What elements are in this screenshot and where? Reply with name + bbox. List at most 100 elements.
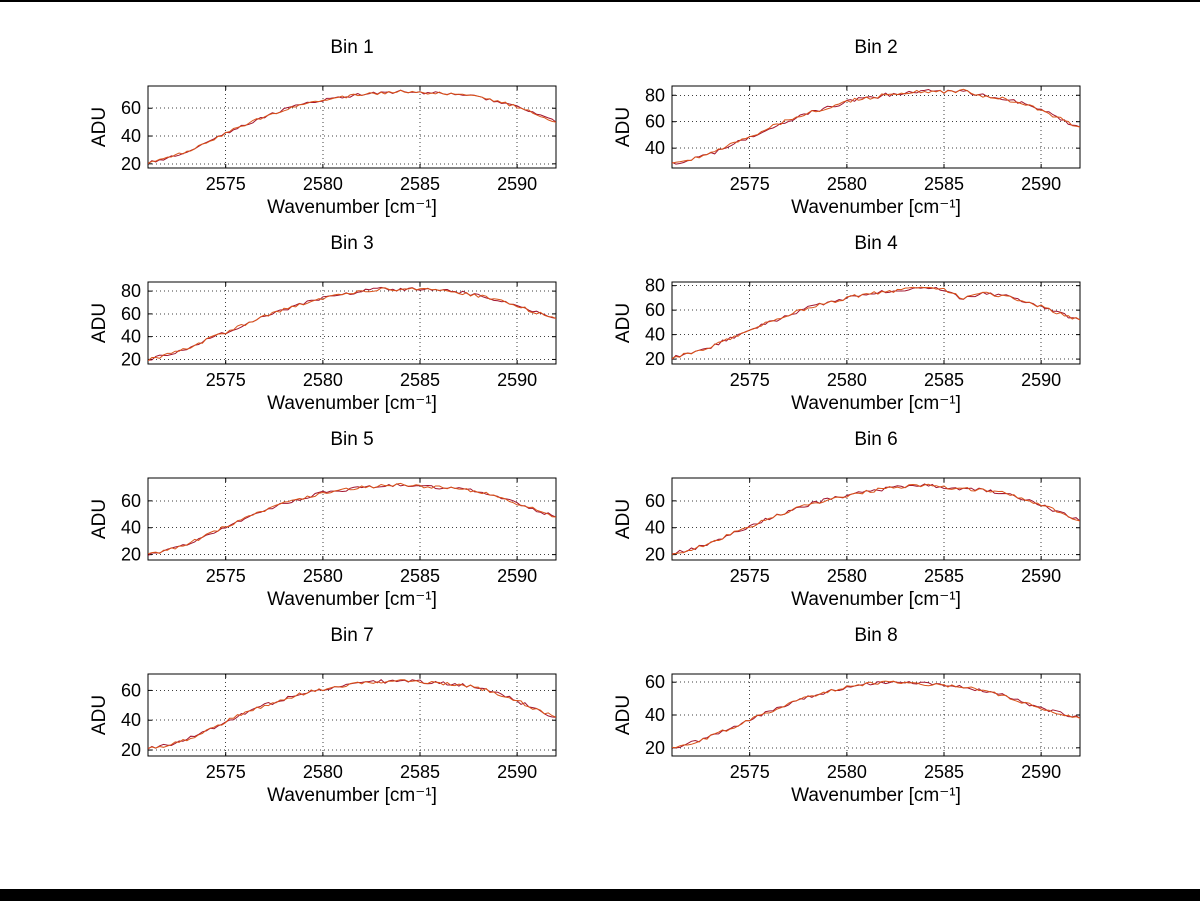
- svg-text:2585: 2585: [400, 762, 440, 782]
- svg-text:80: 80: [645, 276, 665, 296]
- top-border-bar: [0, 0, 1200, 2]
- svg-text:2585: 2585: [924, 174, 964, 194]
- subplot-bin-2: Bin 2 ADU 2575 2580 2585 2590 40 60 80 Wavenum…: [596, 36, 1120, 232]
- svg-text:20: 20: [121, 545, 141, 565]
- x-axis-label: Wavenumber [cm⁻¹]: [791, 589, 961, 610]
- svg-text:2575: 2575: [206, 370, 246, 390]
- svg-text:2590: 2590: [1021, 762, 1061, 782]
- x-axis-label: Wavenumber [cm⁻¹]: [791, 393, 961, 414]
- subplot-bin-8: Bin 8 ADU 2575 2580 2585 2590 20 40 60 Wavenum…: [596, 624, 1120, 820]
- x-axis-label: Wavenumber [cm⁻¹]: [267, 197, 437, 218]
- spectrum-plot: 2575 2580 2585 2590 20 40 60: [121, 477, 557, 586]
- svg-text:20: 20: [645, 545, 665, 565]
- svg-text:2585: 2585: [924, 566, 964, 586]
- subplot-title: Bin 3: [330, 233, 374, 254]
- y-axis-label: ADU: [89, 106, 110, 148]
- svg-text:20: 20: [121, 349, 141, 369]
- svg-text:2580: 2580: [303, 174, 343, 194]
- svg-text:2580: 2580: [827, 370, 867, 390]
- x-axis-label: Wavenumber [cm⁻¹]: [267, 589, 437, 610]
- subplot-bin-5: Bin 5 ADU 2575 2580 2585 2590 20 40 60 Wavenum…: [72, 428, 596, 624]
- subplot-bin-4: Bin 4 ADU 2575 2580 2585 2590 20 40 60 80 Waven…: [596, 232, 1120, 428]
- svg-text:2590: 2590: [1021, 566, 1061, 586]
- svg-text:40: 40: [645, 325, 665, 345]
- svg-text:2585: 2585: [924, 370, 964, 390]
- subplot-grid: Bin 1 ADU 2575 2580 2585 2590 20 40 60 Wavenum…: [72, 36, 1120, 820]
- svg-text:2575: 2575: [730, 174, 770, 194]
- y-axis-label: ADU: [613, 106, 634, 148]
- svg-text:20: 20: [645, 738, 665, 758]
- svg-text:2580: 2580: [303, 762, 343, 782]
- x-axis-label: Wavenumber [cm⁻¹]: [267, 785, 437, 806]
- y-axis-label: ADU: [613, 498, 634, 540]
- spectrum-plot: 2575 2580 2585 2590 20 40 60: [121, 673, 557, 782]
- svg-text:2580: 2580: [827, 566, 867, 586]
- svg-text:2580: 2580: [827, 174, 867, 194]
- svg-text:40: 40: [645, 705, 665, 725]
- svg-text:2575: 2575: [206, 762, 246, 782]
- svg-text:2575: 2575: [730, 370, 770, 390]
- spectrum-plot: 2575 2580 2585 2590 20 40 60 80: [645, 276, 1081, 390]
- subplot-title: Bin 6: [854, 429, 898, 450]
- subplot-title: Bin 4: [854, 233, 898, 254]
- svg-text:2575: 2575: [730, 566, 770, 586]
- subplot-bin-6: Bin 6 ADU 2575 2580 2585 2590 20 40 60 Wavenum…: [596, 428, 1120, 624]
- svg-text:2575: 2575: [206, 174, 246, 194]
- svg-text:2590: 2590: [497, 566, 537, 586]
- svg-text:60: 60: [121, 680, 141, 700]
- svg-text:2590: 2590: [497, 174, 537, 194]
- svg-text:2585: 2585: [924, 762, 964, 782]
- bottom-border-bar: [0, 889, 1200, 901]
- svg-text:80: 80: [645, 85, 665, 105]
- svg-text:2590: 2590: [1021, 370, 1061, 390]
- svg-text:60: 60: [121, 98, 141, 118]
- svg-text:20: 20: [121, 740, 141, 760]
- svg-text:60: 60: [121, 491, 141, 511]
- svg-text:60: 60: [645, 672, 665, 692]
- svg-text:60: 60: [121, 304, 141, 324]
- spectrum-plot: 2575 2580 2585 2590 20 40 60: [645, 672, 1081, 782]
- svg-text:60: 60: [645, 112, 665, 132]
- y-axis-label: ADU: [89, 302, 110, 344]
- svg-text:40: 40: [645, 518, 665, 538]
- x-axis-label: Wavenumber [cm⁻¹]: [791, 197, 961, 218]
- svg-text:60: 60: [645, 491, 665, 511]
- svg-text:40: 40: [121, 710, 141, 730]
- svg-text:20: 20: [121, 154, 141, 174]
- svg-text:2575: 2575: [206, 566, 246, 586]
- svg-text:2590: 2590: [1021, 174, 1061, 194]
- svg-text:2575: 2575: [730, 762, 770, 782]
- subplot-bin-3: Bin 3 ADU 2575 2580 2585 2590 20 40 60 80 Waven…: [72, 232, 596, 428]
- svg-text:2580: 2580: [827, 762, 867, 782]
- svg-text:20: 20: [645, 349, 665, 369]
- svg-text:80: 80: [121, 281, 141, 301]
- svg-text:40: 40: [645, 138, 665, 158]
- x-axis-label: Wavenumber [cm⁻¹]: [791, 785, 961, 806]
- subplot-title: Bin 1: [330, 37, 374, 58]
- svg-text:60: 60: [645, 300, 665, 320]
- svg-text:2590: 2590: [497, 370, 537, 390]
- x-axis-label: Wavenumber [cm⁻¹]: [267, 393, 437, 414]
- svg-text:2585: 2585: [400, 370, 440, 390]
- y-axis-label: ADU: [89, 694, 110, 736]
- y-axis-label: ADU: [89, 498, 110, 540]
- y-axis-label: ADU: [613, 694, 634, 736]
- subplot-title: Bin 5: [330, 429, 374, 450]
- svg-text:2580: 2580: [303, 566, 343, 586]
- svg-text:40: 40: [121, 327, 141, 347]
- svg-text:40: 40: [121, 518, 141, 538]
- subplot-title: Bin 7: [330, 625, 374, 646]
- svg-text:2585: 2585: [400, 174, 440, 194]
- spectrum-plot: 2575 2580 2585 2590 40 60 80: [645, 85, 1081, 194]
- subplot-bin-7: Bin 7 ADU 2575 2580 2585 2590 20 40 60 Wavenum…: [72, 624, 596, 820]
- subplot-title: Bin 2: [854, 37, 898, 58]
- svg-text:40: 40: [121, 126, 141, 146]
- spectrum-plot: 2575 2580 2585 2590 20 40 60: [121, 85, 557, 194]
- svg-text:2580: 2580: [303, 370, 343, 390]
- svg-text:2590: 2590: [497, 762, 537, 782]
- spectrum-plot: 2575 2580 2585 2590 20 40 60: [645, 477, 1081, 586]
- y-axis-label: ADU: [613, 302, 634, 344]
- subplot-title: Bin 8: [854, 625, 898, 646]
